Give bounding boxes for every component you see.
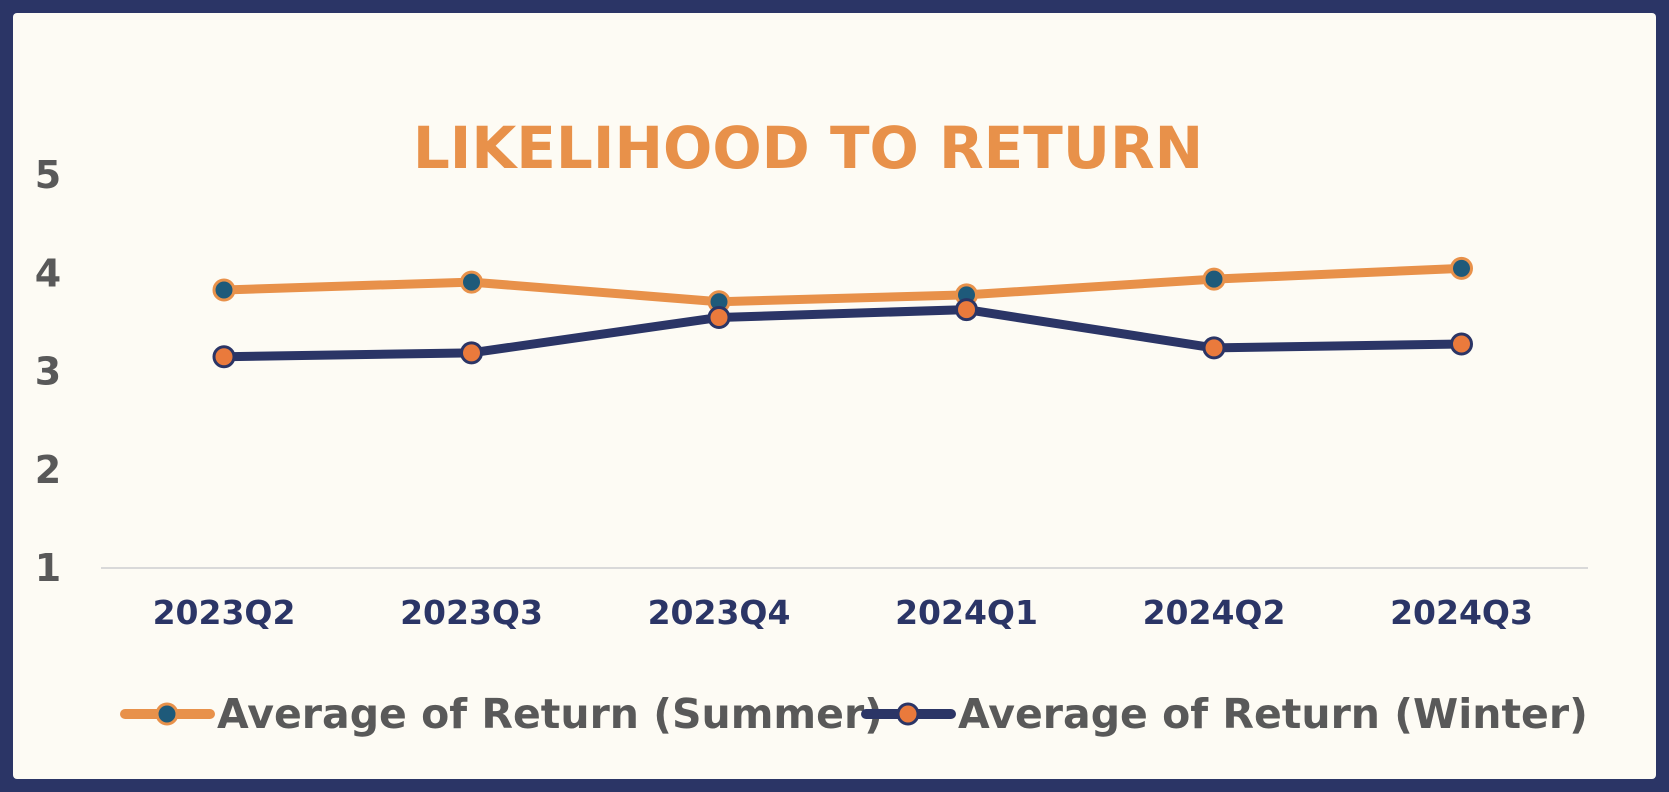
data-point-winter	[955, 298, 978, 322]
data-point-summer	[1202, 267, 1226, 291]
x-tick-label: 2024Q1	[895, 593, 1038, 632]
legend: Average of Return (Summer) Average of Ret…	[120, 690, 1588, 738]
legend-label: Average of Return (Winter)	[958, 690, 1588, 738]
x-tick-label: 2023Q4	[648, 593, 791, 632]
data-point-winter	[1450, 332, 1473, 356]
legend-label: Average of Return (Summer)	[217, 690, 883, 738]
data-point-summer	[1450, 256, 1473, 280]
legend-swatch-marker	[155, 702, 179, 726]
y-tick-label: 5	[35, 153, 61, 197]
data-point-winter	[212, 345, 236, 369]
series-line-summer	[219, 263, 1466, 307]
data-point-summer	[460, 270, 483, 294]
data-point-winter	[1202, 336, 1226, 360]
y-tick-label: 4	[35, 251, 61, 295]
x-tick-label: 2024Q2	[1143, 593, 1286, 632]
y-tick-label: 3	[35, 350, 61, 394]
x-tick-label: 2024Q3	[1390, 593, 1533, 632]
x-axis: 2023Q2 2023Q3 2023Q4 2024Q1 2024Q2 2024Q3	[153, 593, 1533, 632]
x-tick-label: 2023Q2	[153, 593, 296, 632]
data-point-summer	[212, 278, 236, 302]
x-tick-label: 2023Q3	[400, 593, 543, 632]
y-axis: 1 2 3 4 5	[35, 153, 61, 590]
y-tick-label: 2	[35, 448, 61, 492]
data-point-winter	[460, 341, 483, 365]
y-tick-label: 1	[35, 546, 61, 590]
series-group	[212, 256, 1473, 369]
data-point-winter	[707, 305, 731, 329]
chart-title: LIKELIHOOD TO RETURN	[413, 114, 1203, 182]
legend-swatch-marker	[896, 702, 920, 726]
series-line-winter	[219, 305, 1466, 362]
